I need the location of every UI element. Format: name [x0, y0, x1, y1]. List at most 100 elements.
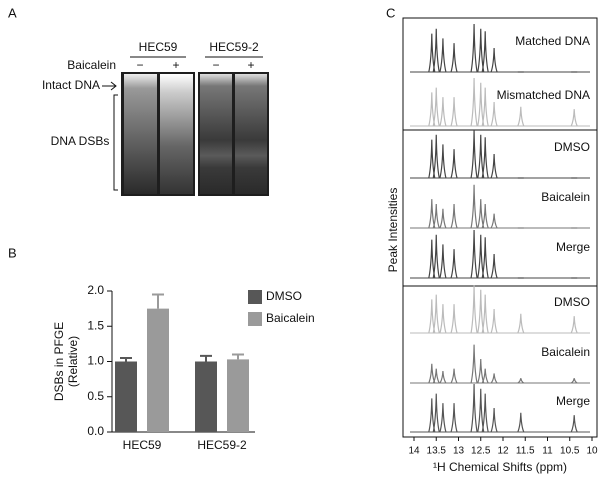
- spectrum-peak: [490, 308, 498, 334]
- x-tick-label: 12.5: [471, 446, 491, 457]
- spectrum-peak: [477, 134, 485, 179]
- spectrum-peak: [439, 403, 447, 433]
- spectrum-peak: [481, 137, 489, 179]
- spectrum-peak: [439, 97, 447, 127]
- trace-label: Baicalein: [541, 190, 590, 204]
- spectrum-peak: [450, 203, 458, 229]
- spectrum-peak: [432, 294, 440, 334]
- spectrum-peak: [470, 184, 478, 229]
- spectrum-peak: [428, 299, 436, 334]
- trace-label: Mismatched DNA: [497, 88, 590, 102]
- spectrum-peak: [477, 199, 485, 229]
- group-label: HEC59: [139, 40, 178, 54]
- spectrum-peak: [490, 213, 498, 229]
- spectrum-peak: [428, 92, 436, 127]
- spectrum-peak: [450, 149, 458, 179]
- spectrum-peak: [450, 249, 458, 279]
- y-axis-title: DSBs in PFGE: [52, 322, 66, 401]
- spectrum-peak: [439, 244, 447, 279]
- spectrum-peak: [570, 109, 578, 127]
- spectrum-peak: [477, 388, 485, 433]
- spectrum-peak: [439, 208, 447, 229]
- spectrum-peak: [470, 129, 478, 179]
- spectrum-peak: [481, 203, 489, 229]
- trace-label: Baicalein: [541, 345, 590, 359]
- gel-lane: [200, 74, 232, 194]
- bracket: [113, 94, 118, 191]
- spectrum-peak: [490, 407, 498, 433]
- gel-lane: [124, 74, 157, 194]
- bar: [227, 359, 249, 432]
- x-tick-label: 13: [453, 446, 465, 457]
- spectrum-peak: [517, 313, 525, 334]
- spectrum-peak: [450, 43, 458, 73]
- panel-a: A HEC59 HEC59-2 Baicalein − + − + Intact…: [8, 5, 269, 196]
- spectrum-peak: [439, 144, 447, 179]
- x-tick-label: HEC59-2: [197, 438, 247, 452]
- trace-label: Matched DNA: [515, 34, 590, 48]
- spectrum-peak: [570, 415, 578, 433]
- dsbs-label: DNA DSBs: [51, 134, 110, 148]
- spectrum-peak: [477, 28, 485, 73]
- spectrum-peak: [428, 199, 436, 229]
- x-tick-label: 13.5: [427, 446, 447, 457]
- group-label: HEC59-2: [209, 40, 259, 54]
- legend-swatch: [248, 312, 262, 326]
- bar: [115, 361, 137, 432]
- spectrum-peak: [428, 33, 436, 73]
- spectrum-peak: [432, 87, 440, 127]
- spectrum-peak: [450, 304, 458, 334]
- spectrum-peak: [517, 378, 525, 384]
- trace-label: Merge: [556, 394, 590, 408]
- bar: [195, 361, 217, 432]
- sign: +: [172, 58, 179, 72]
- spectrum-peak: [490, 373, 498, 384]
- spectrum-peak: [570, 378, 578, 384]
- spectrum-peak: [517, 412, 525, 433]
- spectrum-peak: [439, 370, 447, 384]
- arrow: [102, 81, 117, 91]
- spectrum-peak: [439, 38, 447, 73]
- treatment-label: Baicalein: [67, 58, 116, 72]
- spectrum-peak: [570, 316, 578, 334]
- x-tick-label: HEC59: [123, 438, 162, 452]
- y-tick-label: 2.0: [87, 283, 104, 297]
- spectrum-peak: [477, 234, 485, 279]
- error-bar: [232, 353, 244, 360]
- panel-label: B: [8, 245, 17, 260]
- trace-label: DMSO: [554, 140, 590, 154]
- spectrum-peak: [450, 368, 458, 384]
- legend-label: Baicalein: [266, 311, 315, 325]
- spectrum-peak: [490, 253, 498, 279]
- x-tick-label: 10: [586, 446, 598, 457]
- spectrum-peak: [477, 358, 485, 384]
- spectrum-peak: [439, 304, 447, 334]
- y-tick-label: 0.5: [87, 389, 104, 403]
- plot-frame: [402, 17, 598, 438]
- spectrum-peak: [470, 77, 478, 127]
- x-tick-label: 14: [408, 446, 420, 457]
- spectrum-peak: [432, 368, 440, 384]
- error-bar: [120, 356, 132, 362]
- y-axis-title: Peak Intensities: [386, 188, 400, 273]
- spectrum-peak: [517, 106, 525, 127]
- x-tick-label: 10.5: [560, 446, 580, 457]
- spectrum-peak: [432, 134, 440, 179]
- panel-c-frame: [402, 17, 598, 438]
- spectrum-peak: [481, 31, 489, 73]
- y-axis-title: (Relative): [66, 336, 80, 387]
- trace-label: Merge: [556, 240, 590, 254]
- spectrum-peak: [450, 97, 458, 127]
- spectrum-peak: [490, 101, 498, 127]
- spectrum-peak: [432, 234, 440, 279]
- legend-swatch: [248, 290, 262, 304]
- spectrum-peak: [481, 368, 489, 384]
- spectrum-peak: [432, 28, 440, 73]
- spectrum-peak: [481, 294, 489, 334]
- x-tick-label: 11: [542, 446, 553, 457]
- x-tick-label: 11.5: [516, 446, 535, 457]
- spectrum-peak: [428, 139, 436, 179]
- spectrum-peak: [490, 153, 498, 179]
- spectrum-peak: [428, 398, 436, 433]
- sign: +: [247, 58, 254, 72]
